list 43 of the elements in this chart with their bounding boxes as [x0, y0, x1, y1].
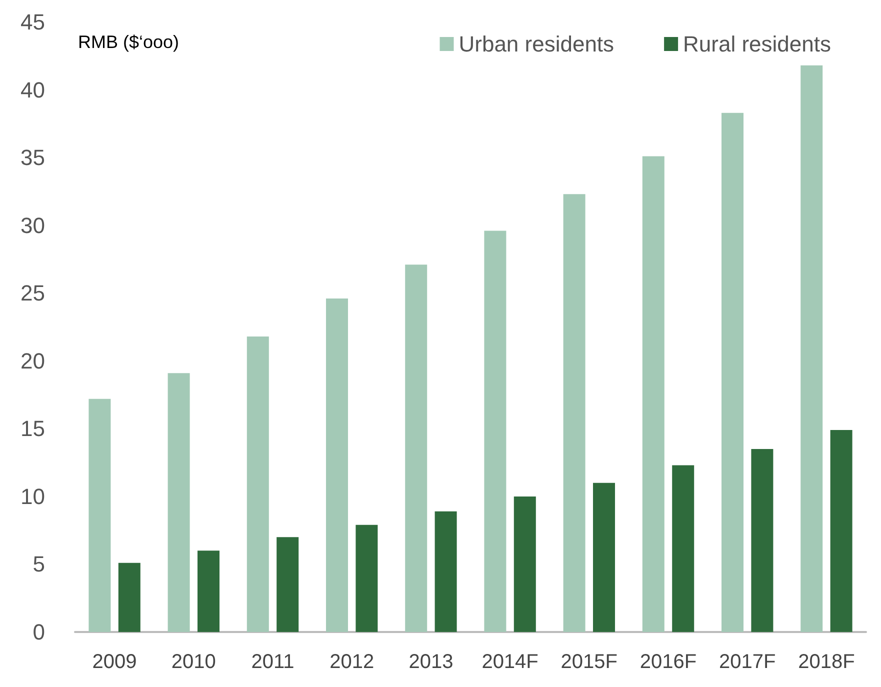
y-tick-label: 20 — [20, 348, 45, 374]
y-tick-label: 5 — [32, 552, 45, 577]
bar — [88, 398, 111, 632]
bar — [722, 112, 744, 632]
bar — [326, 298, 348, 632]
bar — [168, 373, 190, 632]
legend-label: Rural residents — [683, 32, 831, 56]
bar — [642, 156, 664, 632]
y-tick-label: 40 — [20, 77, 45, 102]
bar — [484, 230, 506, 632]
y-tick-label: 0 — [32, 620, 45, 644]
bar — [593, 482, 615, 632]
bar — [800, 65, 823, 632]
y-tick-label: 35 — [20, 145, 45, 170]
legend-label: Urban residents — [458, 32, 614, 56]
bar — [751, 449, 774, 632]
bar — [198, 550, 220, 632]
x-tick-label: 2015F — [560, 651, 618, 673]
bar — [563, 194, 586, 632]
y-tick-label: 25 — [20, 280, 45, 306]
bar — [830, 430, 852, 632]
bar — [672, 465, 694, 632]
x-tick-label: 2017F — [718, 651, 776, 673]
bar — [514, 496, 536, 632]
bar — [356, 524, 378, 632]
x-tick-label: 2018F — [798, 651, 855, 673]
x-tick-label: 2013 — [408, 651, 454, 673]
bar — [118, 562, 140, 632]
x-tick-label: 2014F — [482, 651, 538, 673]
y-tick-label: 45 — [20, 10, 45, 34]
y-axis-title: RMB ($‘ooo) — [78, 32, 180, 52]
bar — [246, 336, 269, 632]
x-tick-label: 2009 — [92, 651, 137, 673]
y-tick-label: 10 — [20, 484, 45, 509]
x-tick-label: 2016F — [640, 651, 697, 673]
bar — [405, 264, 428, 632]
bar — [434, 511, 457, 632]
x-tick-label: 2010 — [171, 651, 216, 673]
y-tick-label: 15 — [20, 416, 45, 442]
y-tick-label: 30 — [20, 212, 45, 238]
x-tick-label: 2011 — [251, 651, 294, 673]
x-tick-label: 2012 — [330, 651, 374, 673]
bar — [276, 537, 299, 632]
